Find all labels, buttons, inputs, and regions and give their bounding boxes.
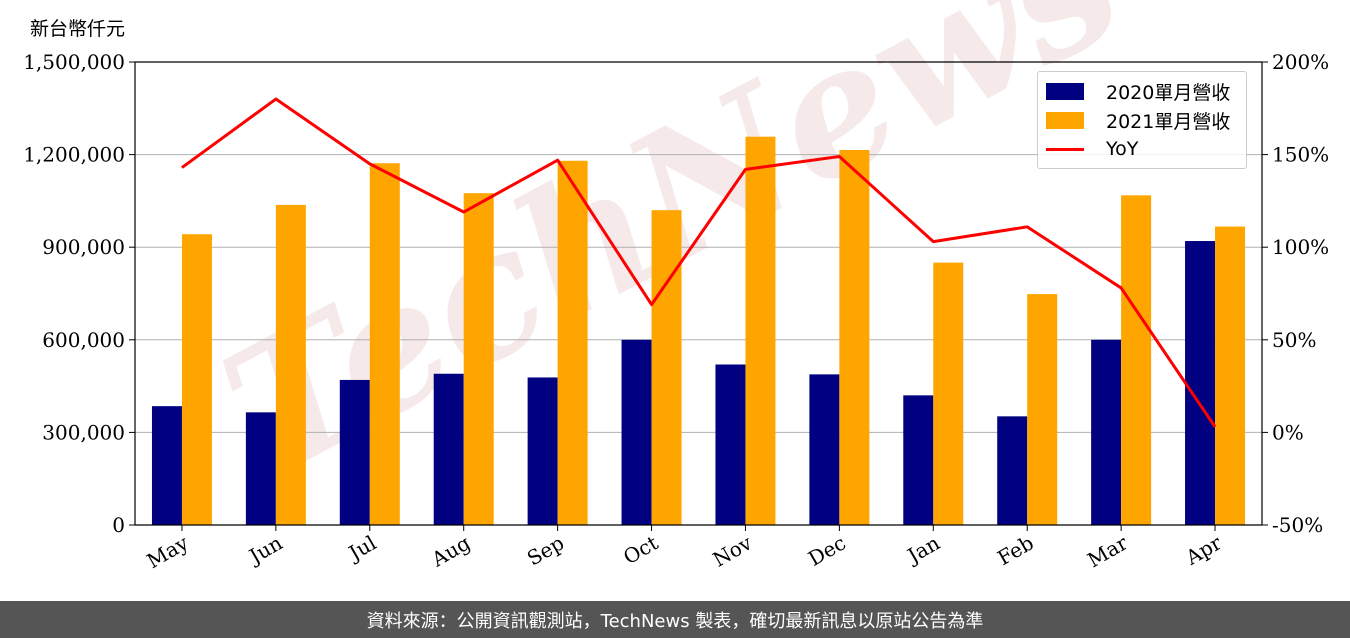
legend-line-yoy [1046, 147, 1084, 151]
y-axis-unit-label: 新台幣仟元 [30, 18, 126, 40]
legend-label-2020: 2020單月營收 [1106, 81, 1231, 104]
yoy-line [181, 97, 1217, 428]
bar-2020-mar [1091, 339, 1122, 525]
source-footer: 資料來源：公開資訊觀測站，TechNews 製表，確切最新訊息以原站公告為準 [0, 601, 1350, 638]
bar-2021-feb [1027, 294, 1058, 525]
bar-2020-may [151, 406, 182, 525]
bar-2020-feb [997, 416, 1028, 525]
legend-item-2021: 2021單月營收 [1046, 107, 1230, 133]
bar-2021-sep [557, 160, 588, 526]
y-right-tick-label: 0% [1272, 420, 1304, 444]
bar-2021-nov [745, 136, 776, 525]
legend-label-yoy: YoY [1106, 138, 1139, 160]
y-right-tick-label: 50% [1272, 328, 1316, 352]
y-left-tick-label: 900,000 [42, 235, 125, 259]
y-left-tick-label: 1,500,000 [23, 50, 125, 74]
legend-swatch-2020 [1046, 82, 1084, 100]
x-tick-label-dec: Dec [804, 531, 850, 571]
bar-2020-jul [339, 379, 370, 525]
revenue-chart: TechNews0300,000600,000900,0001,200,0001… [23, 0, 1329, 573]
y-right-tick-label: -50% [1272, 513, 1323, 537]
y-left-tick-label: 600,000 [42, 328, 125, 352]
footer-text: 資料來源：公開資訊觀測站，TechNews 製表，確切最新訊息以原站公告為準 [366, 610, 984, 632]
legend-swatch-2021 [1046, 111, 1084, 129]
y-right-tick-label: 200% [1272, 50, 1329, 74]
bar-2021-jan [933, 262, 964, 525]
x-tick-label-jul: Jul [343, 531, 380, 566]
x-tick-label-nov: Nov [709, 530, 757, 572]
bar-2021-jun [275, 204, 306, 526]
legend-item-yoy: YoY [1046, 136, 1138, 162]
x-tick-label-apr: Apr [1181, 530, 1226, 570]
bar-2020-dec [809, 374, 840, 525]
bar-2021-jul [369, 163, 400, 525]
x-tick-label-jun: Jun [243, 530, 286, 569]
bar-2020-jun [245, 412, 276, 525]
bar-2020-sep [527, 377, 558, 525]
bar-2021-dec [839, 149, 870, 525]
y-left-tick-label: 0 [112, 513, 125, 537]
bar-2021-apr [1215, 226, 1246, 525]
bar-2020-oct [621, 339, 652, 525]
x-tick-label-mar: Mar [1083, 530, 1132, 572]
bar-2021-oct [651, 210, 682, 525]
x-tick-label-sep: Sep [523, 531, 568, 571]
y-left-tick-label: 1,200,000 [23, 143, 125, 167]
bar-2021-may [181, 234, 212, 525]
legend-item-2020: 2020單月營收 [1046, 78, 1230, 104]
bar-2020-nov [715, 364, 746, 525]
x-tick-label-feb: Feb [993, 531, 1037, 570]
y-right-tick-label: 150% [1272, 143, 1329, 167]
bar-2021-mar [1121, 195, 1152, 525]
x-tick-label-aug: Aug [427, 530, 475, 571]
chart-legend: 2020單月營收 2021單月營收 YoY [1037, 71, 1247, 169]
legend-label-2021: 2021單月營收 [1106, 110, 1231, 133]
y-left-tick-label: 300,000 [42, 420, 125, 444]
y-right-tick-label: 100% [1272, 235, 1329, 259]
bar-2020-aug [433, 373, 464, 525]
x-tick-label-jan: Jan [902, 530, 944, 568]
x-tick-label-may: May [143, 530, 193, 573]
bar-2020-apr [1185, 241, 1216, 525]
bar-2020-jan [903, 395, 934, 525]
x-tick-label-oct: Oct [619, 531, 662, 570]
bar-2021-aug [463, 193, 494, 525]
